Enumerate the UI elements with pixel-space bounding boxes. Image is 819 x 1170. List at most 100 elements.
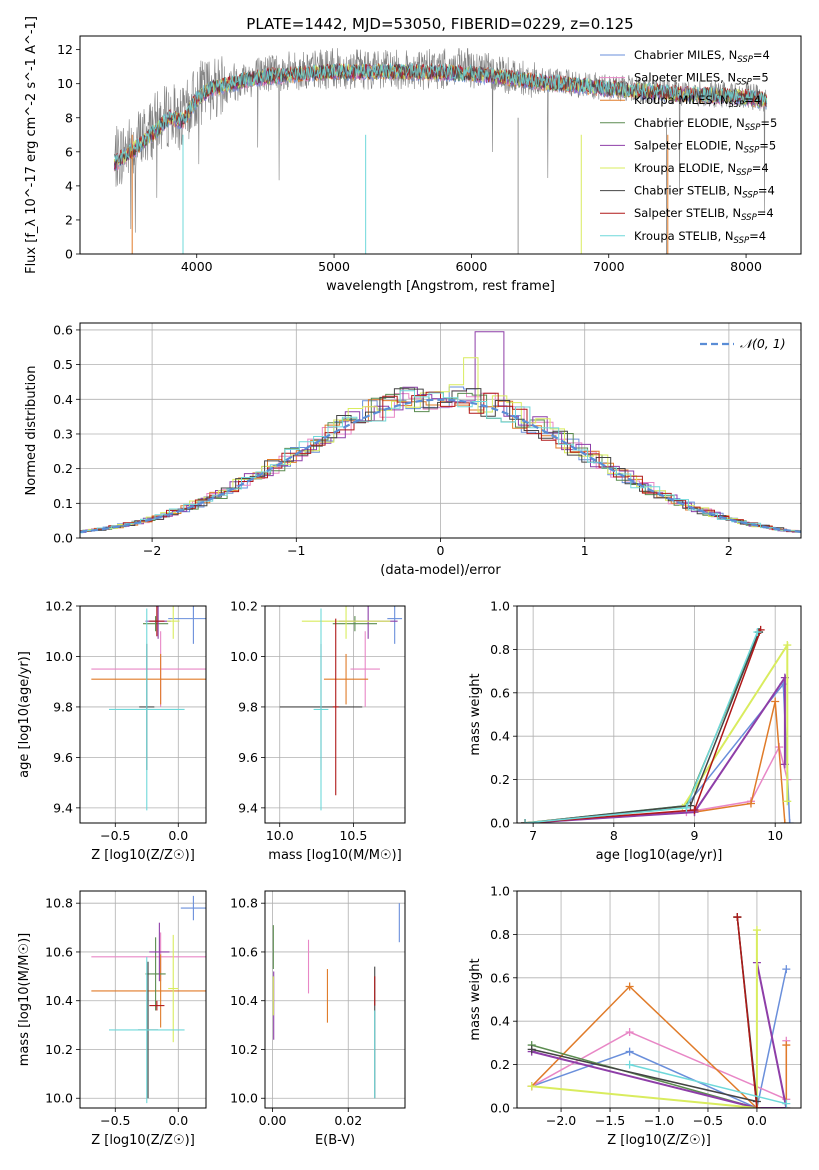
- weight-marker: [625, 982, 634, 991]
- weight-line: [525, 629, 762, 823]
- figure-title: PLATE=1442, MJD=53050, FIBERID=0229, z=0…: [246, 15, 633, 33]
- x-tick-label: 0.02: [334, 1113, 362, 1128]
- y-tick-label: 0.4: [490, 1014, 510, 1029]
- x-tick-label: 0.0: [168, 1113, 188, 1128]
- weight-line: [531, 930, 758, 1108]
- x-axis-label: E(B-V): [315, 1133, 355, 1148]
- y-tick-label: 1.0: [490, 599, 510, 614]
- x-tick-label: 7: [529, 828, 537, 843]
- weight-marker: [527, 1045, 536, 1054]
- y-tick-label: 9.6: [53, 750, 73, 765]
- weight-marker: [783, 641, 792, 650]
- legend-label: Salpeter STELIB, NSSP=4: [634, 206, 774, 223]
- y-tick-label: 0.4: [53, 392, 73, 407]
- y-tick-label: 10.2: [230, 599, 258, 614]
- y-tick-label: 9.8: [238, 699, 258, 714]
- legend-label: 𝒩(0, 1): [740, 336, 786, 351]
- axes-frame: [79, 35, 802, 255]
- x-axis-label: (data-model)/error: [380, 563, 501, 578]
- x-axis-label: Z [log10(Z/Z☉)]: [607, 1133, 711, 1148]
- axes-frame: [264, 605, 406, 824]
- weight-marker: [752, 1104, 761, 1108]
- weight-marker: [625, 1028, 634, 1037]
- x-tick-label: 10.5: [339, 828, 367, 843]
- weight_vs_Z-plot-area: [527, 913, 791, 1108]
- legend-subscript: SSP: [729, 100, 745, 110]
- y-tick-label: 0.0: [490, 1101, 510, 1116]
- x-tick-label: 0: [437, 543, 445, 558]
- legend-label: Kroupa ELODIE, NSSP=4: [634, 161, 769, 178]
- x-tick-label: 8000: [730, 259, 762, 274]
- axes-frame: [79, 605, 207, 824]
- y-axis-label: Flux [f_λ 10^-17 erg cm^-2 s^-1 A^-1]: [24, 16, 39, 274]
- weight-line: [525, 701, 786, 823]
- spectrum-plot-area: [113, 47, 768, 254]
- x-tick-label: 5000: [318, 259, 350, 274]
- y-axis-label: mass [log10(M/M☉)]: [17, 933, 32, 1066]
- x-tick-label: 10.0: [266, 828, 294, 843]
- weight-line: [525, 631, 760, 823]
- y-tick-label: 10.8: [230, 896, 258, 911]
- x-tick-label: −1: [287, 543, 305, 558]
- legend-subscript: SSP: [741, 213, 757, 223]
- legend-label: Salpeter MILES, NSSP=5: [634, 71, 769, 88]
- legend-label: Chabrier ELODIE, NSSP=5: [634, 116, 777, 133]
- y-tick-label: 10.4: [45, 993, 73, 1008]
- y-tick-label: 0.8: [490, 927, 510, 942]
- y-tick-label: 12: [57, 42, 73, 57]
- axes-frame: [516, 890, 802, 1109]
- residual-histogram: [80, 357, 801, 533]
- legend-value: =5: [759, 138, 776, 152]
- weight-line: [525, 744, 789, 823]
- weight-line: [531, 962, 788, 1108]
- legend-value: =4: [753, 48, 770, 62]
- legend-label: Chabrier STELIB, NSSP=4: [634, 184, 775, 201]
- weight-line: [629, 1063, 787, 1105]
- weight-line: [525, 674, 786, 823]
- weight-marker: [785, 819, 794, 823]
- weight-marker: [746, 799, 755, 808]
- y-tick-label: 0.5: [53, 357, 73, 372]
- y-tick-label: 0.2: [490, 772, 510, 787]
- y-tick-label: 9.6: [238, 750, 258, 765]
- x-tick-label: 1: [581, 543, 589, 558]
- legend-value: =4: [744, 93, 761, 107]
- x-tick-label: −0.5: [100, 1113, 130, 1128]
- x-tick-label: 4000: [181, 259, 213, 274]
- axes-frame: [79, 890, 207, 1109]
- x-tick-label: −1.0: [644, 1113, 674, 1128]
- weight-marker: [780, 819, 789, 823]
- y-tick-label: 10.6: [45, 944, 73, 959]
- mass_vs_ebv-plot-area: [272, 903, 400, 1099]
- legend-subscript: SSP: [737, 55, 753, 65]
- weight-marker: [783, 797, 792, 806]
- x-axis-label: wavelength [Angstrom, rest frame]: [326, 279, 555, 294]
- y-tick-label: 0.2: [490, 1057, 510, 1072]
- y-axis-label: mass weight: [468, 673, 483, 755]
- legend-value: =4: [758, 184, 775, 198]
- weight-line: [525, 631, 760, 823]
- y-tick-label: 0.0: [53, 531, 73, 546]
- y-tick-label: 10.0: [230, 649, 258, 664]
- y-tick-label: 8: [65, 110, 73, 125]
- weight-marker: [733, 913, 742, 922]
- legend-subscript: SSP: [734, 236, 750, 246]
- x-tick-label: 6000: [455, 259, 487, 274]
- legend-subscript: SSP: [744, 145, 760, 155]
- gaussian-curve: [80, 398, 801, 533]
- y-tick-label: 10: [57, 76, 73, 91]
- spectrum-panel: 4000 5000 6000 7000 8000 0 2 4 6 8 10 12 wavelength …: [24, 16, 802, 294]
- legend-subscript: SSP: [736, 168, 752, 178]
- y-tick-label: 0.0: [490, 816, 510, 831]
- age_vs_Z-panel: −0.5 0.0 9.4 9.6 9.8 10.0 10.2 Z [log10(Z/Z☉)] a…: [17, 599, 207, 863]
- x-tick-label: 0.0: [747, 1113, 767, 1128]
- legend-value: =4: [752, 161, 769, 175]
- legend-value: =4: [749, 229, 766, 243]
- weight-marker: [521, 819, 530, 823]
- weight-line: [531, 985, 788, 1108]
- legend-value: =4: [757, 206, 774, 220]
- y-tick-label: 10.0: [45, 1091, 73, 1106]
- y-axis-label: Normed distribution: [24, 366, 39, 496]
- y-tick-label: 0.6: [490, 970, 510, 985]
- x-tick-label: −0.5: [693, 1113, 723, 1128]
